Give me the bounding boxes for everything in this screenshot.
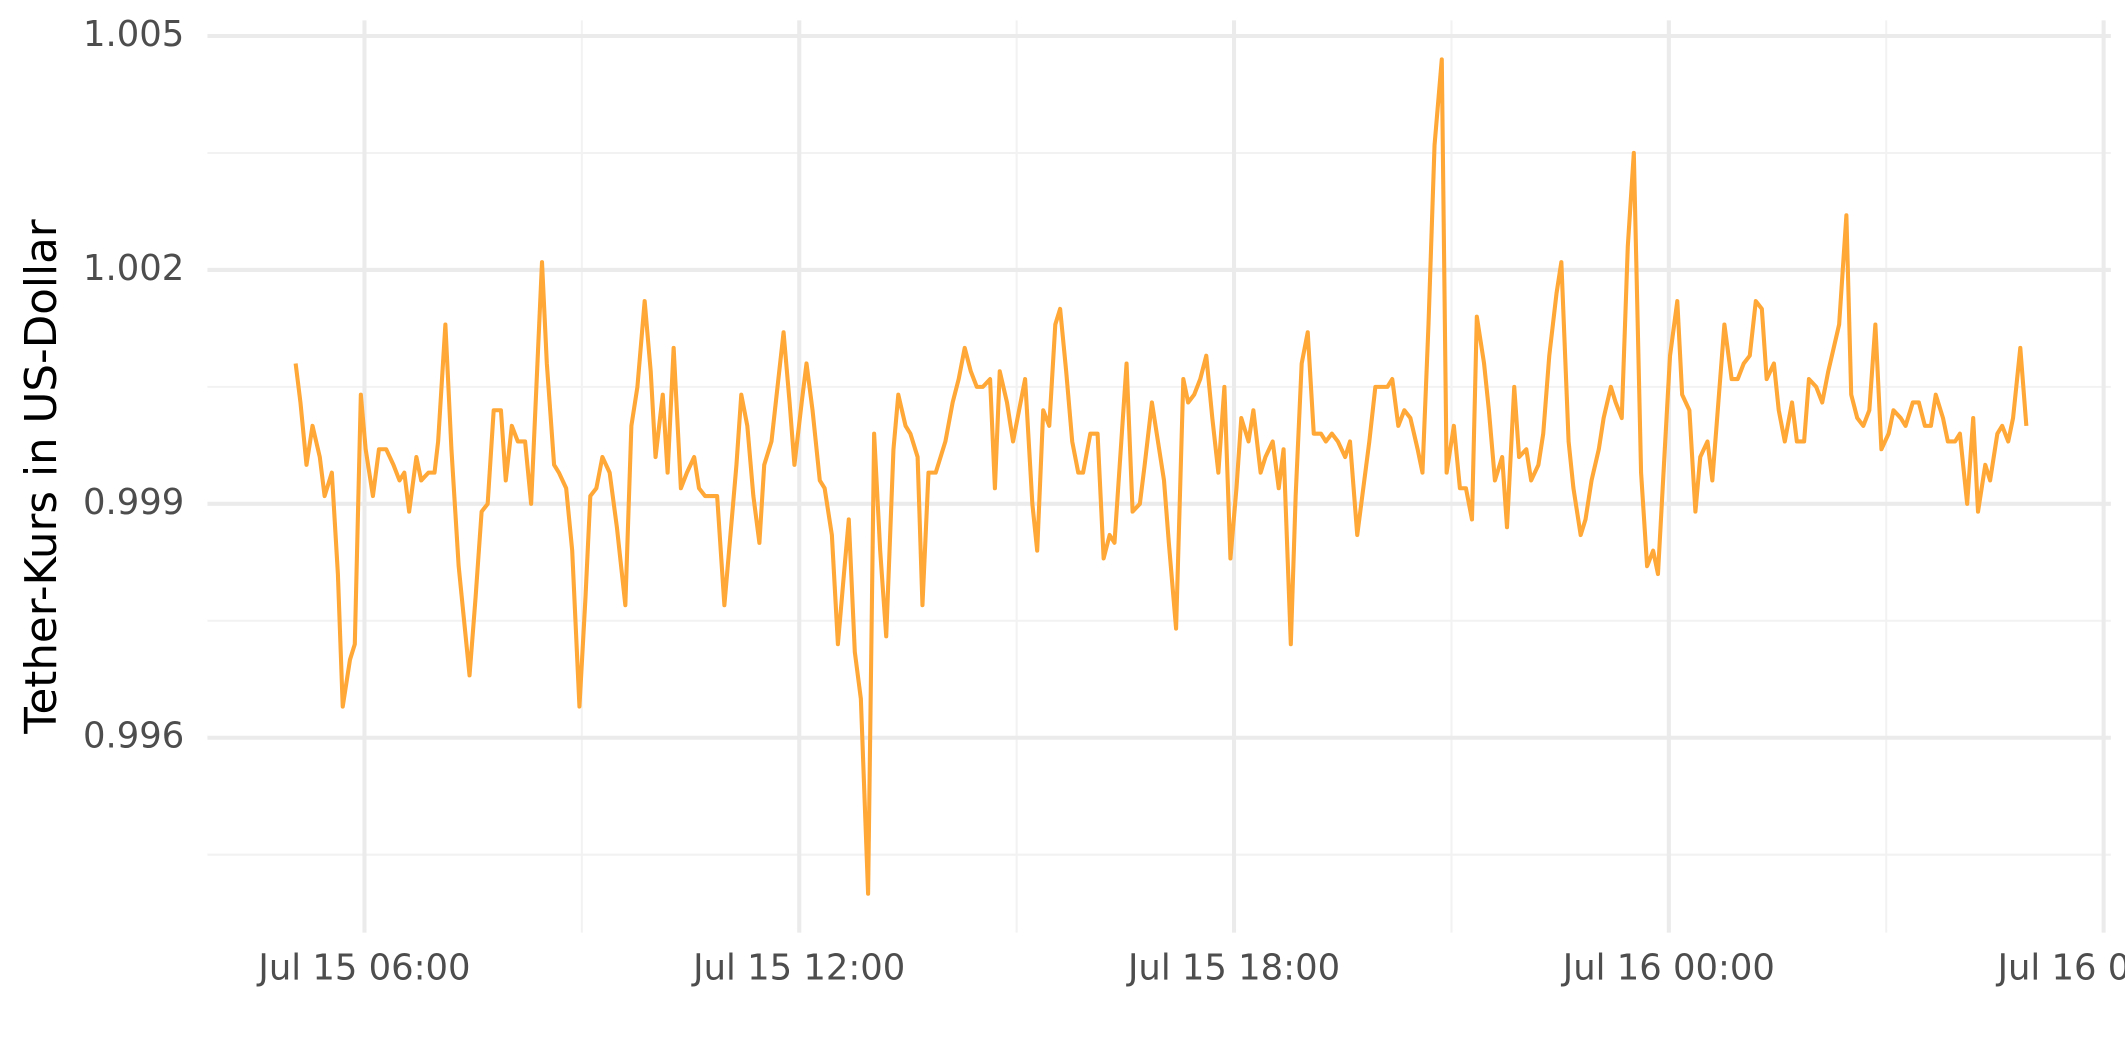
- x-tick-label: Jul 16 00:00: [1561, 947, 1775, 988]
- y-axis-title: Tether-Kurs in US-Dollar: [17, 219, 67, 735]
- y-tick-label: 1.002: [83, 248, 184, 289]
- y-tick-label: 1.005: [83, 14, 184, 55]
- x-tick-label: Jul 15 06:00: [256, 947, 470, 988]
- y-tick-label: 0.996: [83, 716, 184, 757]
- grid: [207, 20, 2111, 933]
- x-tick-label: Jul 15 18:00: [1126, 947, 1340, 988]
- x-tick-label: Jul 16 06:00: [1996, 947, 2125, 988]
- y-tick-label: 0.999: [83, 482, 184, 523]
- x-tick-label: Jul 15 12:00: [691, 947, 905, 988]
- price-line: [293, 57, 2029, 896]
